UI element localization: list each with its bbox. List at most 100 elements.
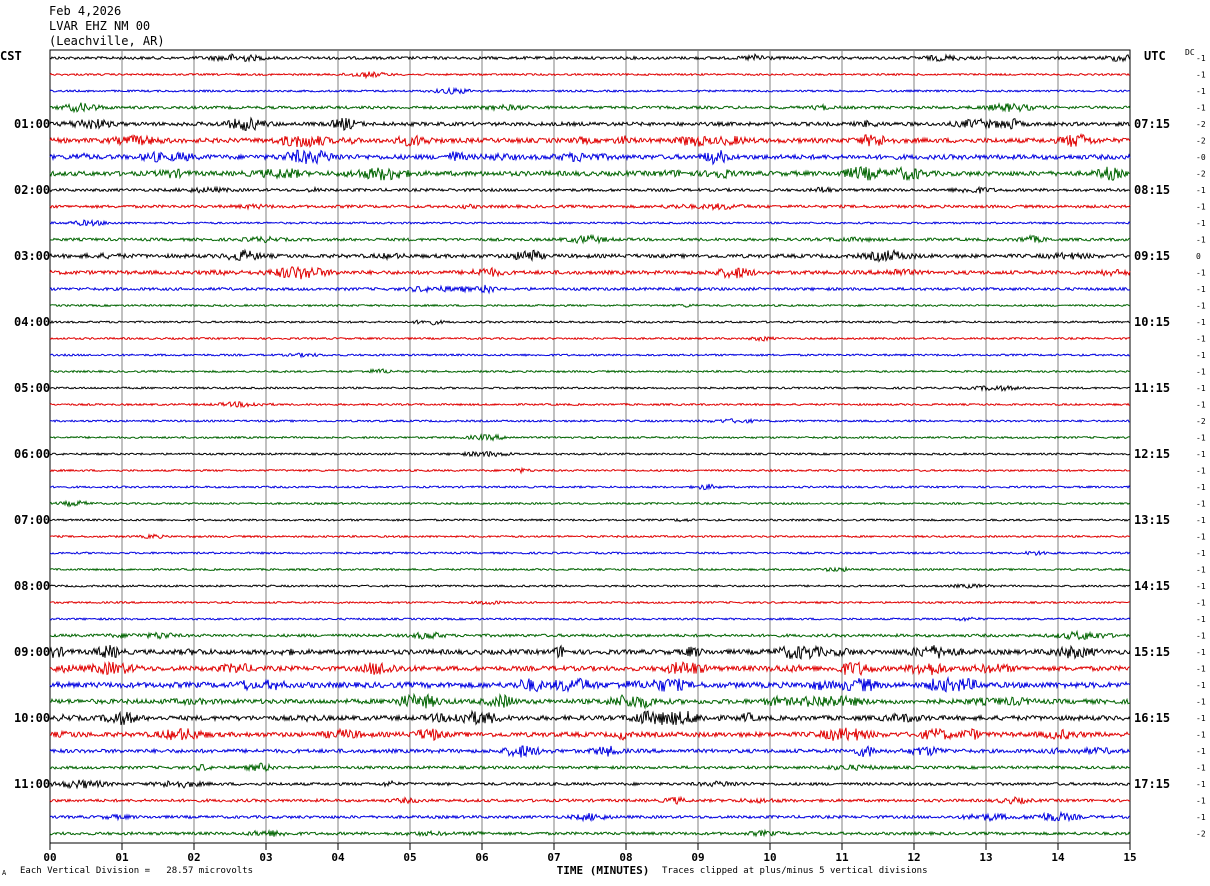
- dc-offset-label: -1: [1196, 269, 1206, 278]
- dc-offset-label: -2: [1196, 120, 1206, 129]
- trace-line: [49, 762, 1131, 773]
- dc-offset-label: -1: [1196, 302, 1206, 311]
- x-tick-label: 09: [691, 851, 704, 864]
- header-location: (Leachville, AR): [49, 34, 165, 48]
- trace-line: [49, 727, 1131, 742]
- dc-offset-label: -1: [1196, 483, 1206, 492]
- trace-line: [49, 265, 1131, 280]
- right-hour-label: 08:15: [1134, 183, 1170, 197]
- trace-line: [49, 218, 1131, 227]
- trace-line: [49, 86, 1131, 95]
- left-hour-label: 07:00: [14, 513, 50, 527]
- dc-offset-label: -1: [1196, 368, 1206, 377]
- trace-line: [50, 368, 1131, 374]
- right-hour-label: 09:15: [1134, 249, 1170, 263]
- dc-offset-label: -1: [1196, 186, 1206, 195]
- left-hour-label: 06:00: [14, 447, 50, 461]
- trace-line: [49, 550, 1131, 557]
- dc-offset-label: -1: [1196, 780, 1206, 789]
- x-tick-label: 01: [115, 851, 129, 864]
- dc-offset-label: -1: [1196, 318, 1206, 327]
- x-tick-label: 02: [187, 851, 200, 864]
- dc-label: DC: [1185, 48, 1195, 57]
- trace-line: [49, 828, 1131, 838]
- right-hour-label: 14:15: [1134, 579, 1170, 593]
- x-tick-label: 04: [331, 851, 345, 864]
- dc-offset-label: -1: [1196, 615, 1206, 624]
- x-axis-label: TIME (MINUTES): [557, 864, 650, 877]
- trace-line: [49, 583, 1131, 589]
- trace-line: [49, 450, 1131, 458]
- trace-line: [49, 319, 1131, 326]
- dc-offset-label: -1: [1196, 71, 1206, 80]
- left-hour-label: 10:00: [14, 711, 50, 725]
- trace-line: [49, 70, 1131, 80]
- dc-offset-label: -2: [1196, 137, 1206, 146]
- left-hour-label: 05:00: [14, 381, 50, 395]
- plot-frame: [49, 49, 1131, 844]
- dc-offset-label: -1: [1196, 698, 1206, 707]
- dc-offset-label: -2: [1196, 830, 1206, 839]
- right-hour-label: 12:15: [1134, 447, 1170, 461]
- trace-line: [49, 166, 1131, 182]
- right-hour-label: 11:15: [1134, 381, 1170, 395]
- trace-line: [49, 284, 1131, 295]
- x-tick-label: 00: [43, 851, 56, 864]
- trace-line: [49, 149, 1131, 166]
- trace-line: [49, 202, 1131, 211]
- trace-line: [49, 233, 1131, 245]
- dc-offset-label: 0: [1196, 252, 1201, 261]
- right-hour-label: 13:15: [1134, 513, 1170, 527]
- trace-line: [49, 660, 1131, 677]
- dc-offset-label: -1: [1196, 599, 1206, 608]
- dc-offset-label: -0: [1196, 153, 1206, 162]
- trace-line: [49, 745, 1131, 758]
- trace-line: [49, 676, 1131, 693]
- trace-line: [49, 533, 1131, 540]
- footer-clip-note: Traces clipped at plus/minus 5 vertical …: [662, 866, 928, 876]
- trace-line: [49, 709, 1131, 726]
- trace-line: [49, 466, 1131, 475]
- left-hour-label: 11:00: [14, 777, 50, 791]
- right-hour-label: 16:15: [1134, 711, 1170, 725]
- x-tick-label: 06: [475, 851, 489, 864]
- left-hour-label: 08:00: [14, 579, 50, 593]
- dc-offset-label: -1: [1196, 648, 1206, 657]
- dc-offset-label: -1: [1196, 87, 1206, 96]
- left-hour-label: 09:00: [14, 645, 50, 659]
- dc-offset-label: -1: [1196, 731, 1206, 740]
- dc-offset-labels: -1 -1 -1 -1 -2 -2 -0 -2 -1 -1 -1 -1 0 -1 -1 -1 -1 -1 -1 -1 -…: [1196, 54, 1206, 839]
- dc-offset-label: -1: [1196, 351, 1206, 360]
- trace-line: [49, 248, 1131, 263]
- trace-line: [49, 692, 1131, 710]
- seismogram-traces: [49, 53, 1131, 838]
- right-timezone-label: UTC: [1144, 49, 1166, 63]
- dc-offset-label: -1: [1196, 714, 1206, 723]
- right-hour-label: 07:15: [1134, 117, 1170, 131]
- trace-line: [49, 810, 1131, 823]
- dc-offset-label: -1: [1196, 384, 1206, 393]
- x-tick-label: 03: [259, 851, 272, 864]
- trace-line: [49, 116, 1131, 132]
- trace-line: [49, 600, 1131, 606]
- right-hour-label: 10:15: [1134, 315, 1170, 329]
- x-axis: 00 01 02 03 04 05 06 07 08 09 10 11 12 13 14 15 TIME (MI…: [43, 843, 1137, 877]
- trace-line: [49, 433, 1131, 442]
- x-tick-label: 11: [835, 851, 849, 864]
- x-tick-label: 05: [403, 851, 416, 864]
- dc-offset-label: -1: [1196, 219, 1206, 228]
- trace-line: [49, 565, 1131, 573]
- dc-offset-label: -1: [1196, 549, 1206, 558]
- footer-corner-mark: A: [2, 869, 7, 877]
- left-hour-label: 01:00: [14, 117, 50, 131]
- trace-line: [49, 616, 1131, 622]
- left-timezone-label: CST: [0, 49, 22, 63]
- trace-line: [49, 517, 1131, 523]
- trace-line: [49, 499, 1131, 508]
- footer-scale-note: Each Vertical Division = 28.57 microvolt…: [20, 866, 253, 876]
- x-tick-label: 13: [979, 851, 992, 864]
- dc-offset-label: -2: [1196, 417, 1206, 426]
- x-tick-label: 10: [763, 851, 776, 864]
- dc-offset-label: -1: [1196, 203, 1206, 212]
